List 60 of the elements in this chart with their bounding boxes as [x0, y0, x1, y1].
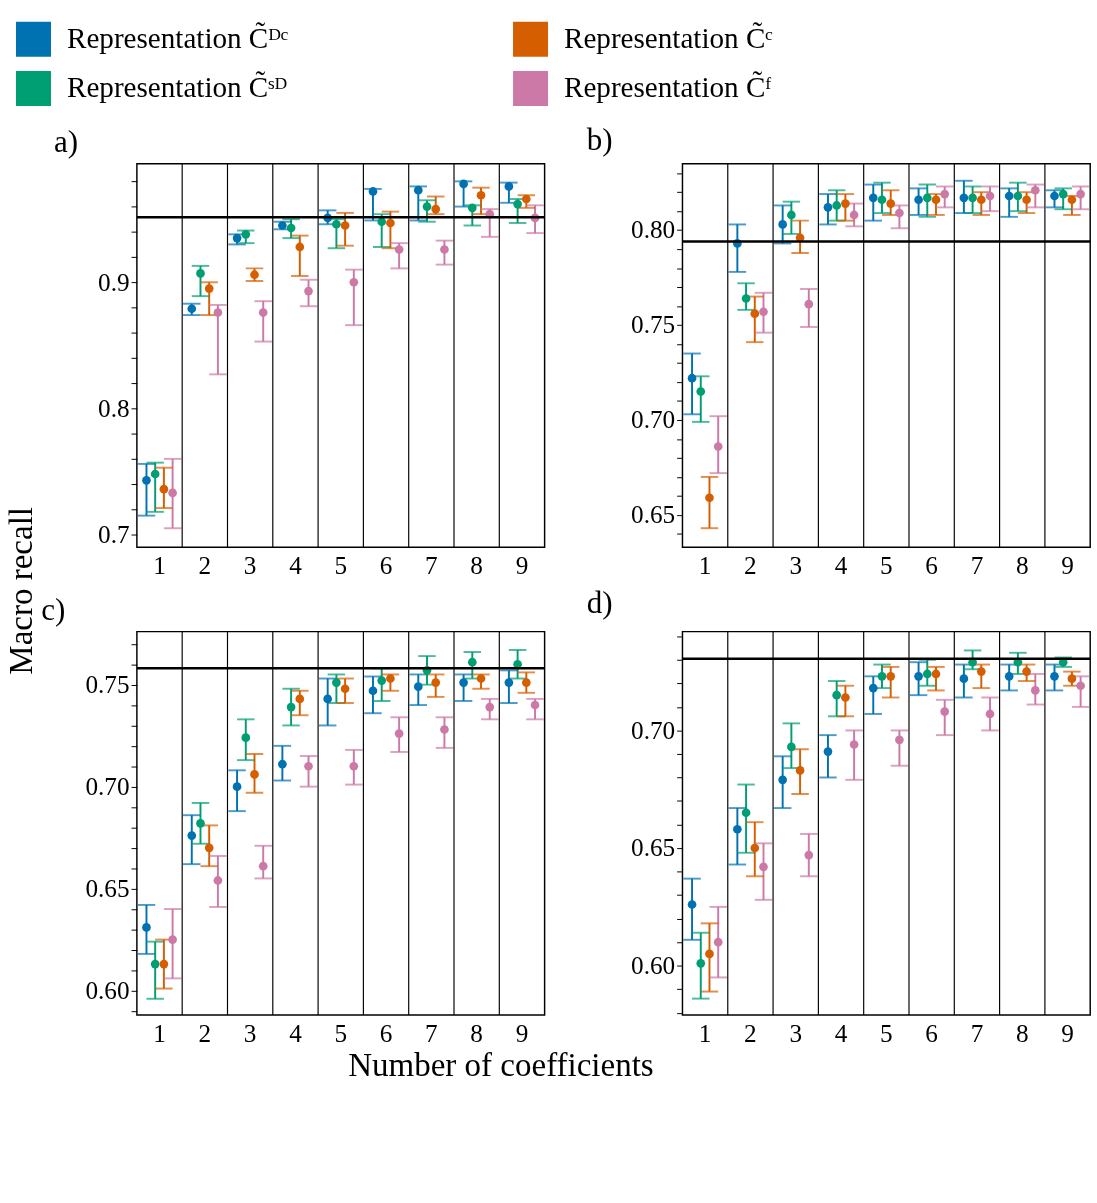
x-tick-label: 7	[970, 1019, 984, 1047]
x-tick-label: 1	[153, 1019, 166, 1047]
y-tick-label: 0.65	[631, 834, 676, 862]
y-tick-label: 0.65	[85, 874, 130, 902]
x-tick-label: 5	[334, 1019, 348, 1047]
x-tick-label: 1	[698, 1019, 712, 1047]
x-tick-label: 1	[153, 551, 166, 579]
x-tick-label: 1	[698, 551, 712, 579]
x-tick-label: 9	[1061, 1019, 1074, 1047]
x-tick-label: 3	[789, 551, 803, 579]
legend-label: Representation C̃ᶠ	[564, 71, 772, 104]
chart-title: a)	[53, 124, 78, 160]
legend-label: Representation C̃ˢᴰ	[66, 71, 288, 104]
x-tick-label: 2	[198, 1019, 212, 1047]
x-tick-label: 7	[425, 551, 438, 579]
x-tick-label: 5	[334, 551, 348, 579]
x-tick-label: 9	[515, 551, 529, 579]
y-tick-label: 0.70	[631, 716, 676, 744]
x-tick-label: 8	[470, 551, 483, 579]
x-tick-label: 8	[1015, 1019, 1029, 1047]
x-tick-label: 2	[744, 1019, 757, 1047]
x-tick-label: 4	[289, 1019, 303, 1047]
y-tick-label: 0.70	[85, 772, 130, 800]
y-tick-label: 0.80	[631, 216, 676, 244]
y-axis-title: Macro recall	[3, 507, 40, 675]
y-tick-label: 0.60	[631, 951, 676, 979]
x-tick-label: 6	[379, 1019, 393, 1047]
x-tick-label: 9	[1061, 551, 1074, 579]
x-tick-label: 8	[470, 1019, 483, 1047]
x-tick-label: 5	[880, 551, 893, 579]
x-tick-label: 7	[970, 551, 984, 579]
x-tick-label: 5	[880, 1019, 893, 1047]
x-tick-label: 3	[243, 551, 257, 579]
x-tick-label: 2	[198, 551, 212, 579]
x-tick-label: 9	[515, 1019, 529, 1047]
chart-title: d)	[586, 585, 613, 621]
y-tick-label: 0.75	[85, 670, 130, 698]
legend-label: Representation C̃ᴰᶜ	[66, 21, 289, 54]
x-tick-label: 4	[289, 551, 303, 579]
x-tick-label: 3	[243, 1019, 257, 1047]
x-tick-label: 4	[834, 551, 848, 579]
x-tick-label: 3	[789, 1019, 803, 1047]
x-tick-label: 6	[925, 1019, 938, 1047]
x-tick-label: 6	[379, 551, 393, 579]
y-tick-label: 0.8	[98, 394, 130, 422]
x-tick-label: 6	[925, 551, 938, 579]
x-tick-label: 7	[425, 1019, 438, 1047]
x-tick-label: 8	[1015, 551, 1029, 579]
x-axis-title: Number of coefficients	[348, 1047, 654, 1084]
y-tick-label: 0.9	[98, 268, 130, 296]
legend-label: Representation C̃ᶜ	[564, 21, 773, 54]
y-tick-label: 0.65	[631, 501, 676, 529]
chart-title: b)	[586, 121, 613, 157]
y-tick-label: 0.75	[631, 311, 676, 339]
chart-title: c)	[41, 592, 66, 628]
y-tick-label: 0.70	[631, 406, 676, 434]
y-tick-label: 0.7	[98, 520, 130, 548]
y-tick-label: 0.60	[85, 976, 130, 1004]
x-tick-label: 4	[834, 1019, 848, 1047]
x-tick-label: 2	[744, 551, 757, 579]
